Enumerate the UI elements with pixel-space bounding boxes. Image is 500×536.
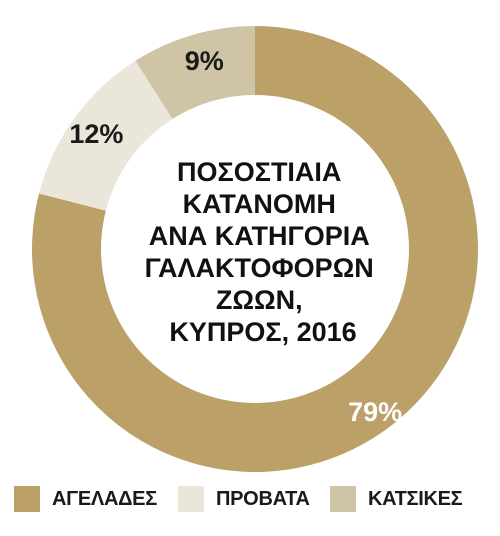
chart-title: ΠΟΣΟΣΤΙΑΙΑ ΚΑΤΑΝΟΜΗ ΑΝΑ ΚΑΤΗΓΟΡΙΑ ΓΑΛΑΚΤ… — [145, 157, 382, 347]
legend-label-sheep: ΠΡΟΒΑΤΑ — [216, 488, 310, 510]
legend-label-goats: ΚΑΤΣΙΚΕΣ — [368, 488, 463, 510]
chart-svg: 79% 12% 9% ΠΟΣΟΣΤΙΑΙΑ ΚΑΤΑΝΟΜΗ ΑΝΑ ΚΑΤΗΓΟΡ… — [32, 26, 479, 472]
value-labels-layer: 79% 12% 9% — [69, 46, 402, 427]
chart-title-line-6: ΚΥΠΡΟΣ, 2016 — [169, 317, 356, 347]
legend-swatch-cows — [14, 486, 40, 512]
chart-title-line-3: ΑΝΑ ΚΑΤΗΓΟΡΙΑ — [149, 221, 370, 251]
chart-legend: ΑΓΕΛΑΔΕΣ ΠΡΟΒΑΤΑ ΚΑΤΣΙΚΕΣ — [0, 484, 500, 524]
chart-title-line-4: ΓΑΛΑΚΤΟΦΟΡΩΝ — [145, 253, 374, 283]
chart-title-line-5: ΖΩΩΝ, — [216, 285, 303, 315]
legend-swatch-sheep — [178, 486, 204, 512]
chart-title-line-1: ΠΟΣΟΣΤΙΑΙΑ — [177, 157, 341, 187]
value-label-goats: 9% — [185, 46, 224, 76]
legend-swatch-goats — [330, 486, 356, 512]
legend-label-cows: ΑΓΕΛΑΔΕΣ — [52, 488, 157, 510]
value-label-cows: 79% — [348, 397, 402, 427]
chart-title-line-2: ΚΑΤΑΝΟΜΗ — [183, 189, 336, 219]
donut-hole — [101, 95, 409, 403]
value-label-sheep: 12% — [69, 119, 123, 149]
